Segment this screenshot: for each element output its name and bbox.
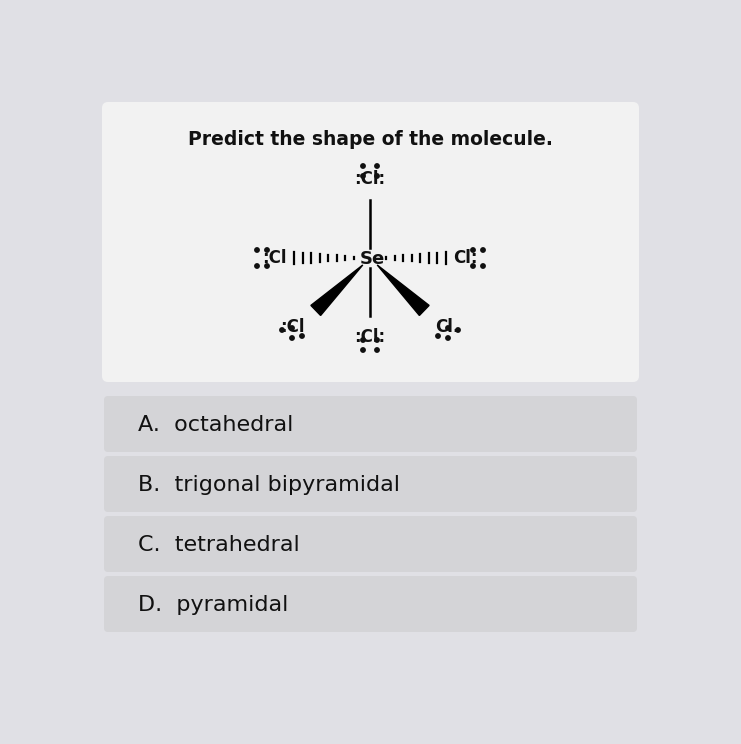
Circle shape	[290, 326, 294, 330]
Circle shape	[265, 264, 269, 268]
Circle shape	[361, 174, 365, 179]
Circle shape	[300, 334, 305, 339]
Circle shape	[481, 264, 485, 268]
Circle shape	[446, 326, 451, 330]
FancyBboxPatch shape	[104, 396, 637, 452]
Circle shape	[361, 338, 365, 342]
Circle shape	[361, 347, 365, 352]
Text: Se: Se	[359, 250, 385, 268]
FancyBboxPatch shape	[104, 576, 637, 632]
Text: B.  trigonal bipyramidal: B. trigonal bipyramidal	[138, 475, 400, 495]
FancyBboxPatch shape	[102, 102, 639, 382]
Text: C.  tetrahedral: C. tetrahedral	[138, 535, 300, 555]
FancyBboxPatch shape	[104, 516, 637, 572]
Circle shape	[446, 336, 451, 340]
Circle shape	[456, 328, 460, 333]
Polygon shape	[377, 265, 429, 315]
Circle shape	[290, 336, 294, 340]
Circle shape	[471, 264, 475, 268]
Text: :Cl: :Cl	[262, 249, 287, 267]
Circle shape	[436, 334, 440, 339]
Text: Predict the shape of the molecule.: Predict the shape of the molecule.	[187, 130, 553, 149]
Text: :Cl:: :Cl:	[354, 328, 385, 346]
Text: Cl:: Cl:	[453, 249, 477, 267]
FancyBboxPatch shape	[104, 456, 637, 512]
Circle shape	[481, 248, 485, 252]
Text: A.  octahedral: A. octahedral	[138, 415, 293, 435]
Text: :Cl: :Cl	[281, 318, 305, 336]
Circle shape	[375, 347, 379, 352]
Polygon shape	[311, 265, 363, 315]
Text: D.  pyramidal: D. pyramidal	[138, 595, 288, 615]
Circle shape	[255, 248, 259, 252]
Circle shape	[280, 328, 285, 333]
Circle shape	[255, 264, 259, 268]
Circle shape	[375, 174, 379, 179]
Text: :Cl:: :Cl:	[354, 170, 385, 188]
Circle shape	[471, 248, 475, 252]
Text: Cl.: Cl.	[435, 318, 459, 336]
Circle shape	[361, 164, 365, 168]
Circle shape	[375, 338, 379, 342]
Circle shape	[375, 164, 379, 168]
Circle shape	[265, 248, 269, 252]
